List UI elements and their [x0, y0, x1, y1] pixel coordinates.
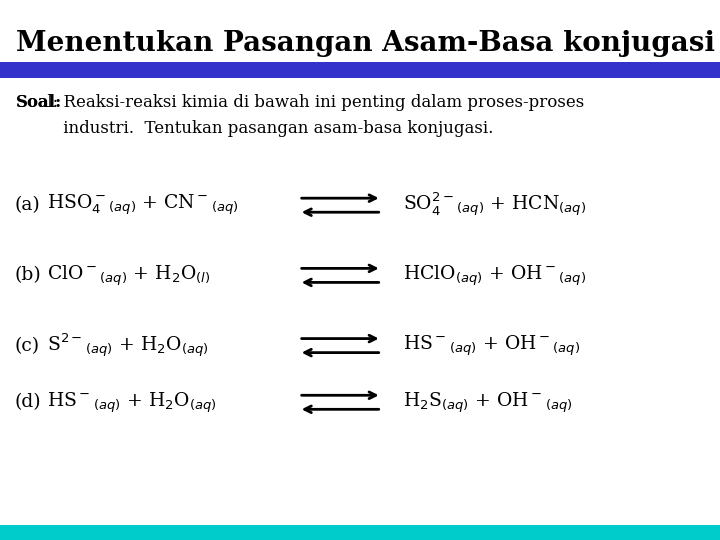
Text: HClO$_{(aq)}$ + OH$^-$$_{(aq)}$: HClO$_{(aq)}$ + OH$^-$$_{(aq)}$: [403, 263, 587, 288]
Text: HS$^-$$_{(aq)}$ + H$_2$O$_{(aq)}$: HS$^-$$_{(aq)}$ + H$_2$O$_{(aq)}$: [47, 390, 216, 415]
Text: HS$^-$$_{(aq)}$ + OH$^-$$_{(aq)}$: HS$^-$$_{(aq)}$ + OH$^-$$_{(aq)}$: [403, 333, 580, 358]
Text: ClO$^-$$_{(aq)}$ + H$_2$O$_{(l)}$: ClO$^-$$_{(aq)}$ + H$_2$O$_{(l)}$: [47, 263, 210, 288]
Text: Menentukan Pasangan Asam-Basa konjugasi: Menentukan Pasangan Asam-Basa konjugasi: [16, 30, 715, 57]
Bar: [0, 525, 720, 540]
Text: (c): (c): [14, 336, 40, 355]
Text: Soal:: Soal:: [16, 94, 62, 111]
Text: HSO$_4^-$$_{(aq)}$ + CN$^-$$_{(aq)}$: HSO$_4^-$$_{(aq)}$ + CN$^-$$_{(aq)}$: [47, 193, 238, 218]
Text: Soal: Reaksi-reaksi kimia di bawah ini penting dalam proses-proses: Soal: Reaksi-reaksi kimia di bawah ini p…: [16, 94, 584, 111]
Text: H$_2$S$_{(aq)}$ + OH$^-$$_{(aq)}$: H$_2$S$_{(aq)}$ + OH$^-$$_{(aq)}$: [403, 390, 572, 415]
Text: (a): (a): [14, 196, 40, 214]
Bar: [0, 62, 720, 78]
Text: SO$_4^{2-}$$_{(aq)}$ + HCN$_{(aq)}$: SO$_4^{2-}$$_{(aq)}$ + HCN$_{(aq)}$: [403, 191, 586, 219]
Text: S$^{2-}$$_{(aq)}$ + H$_2$O$_{(aq)}$: S$^{2-}$$_{(aq)}$ + H$_2$O$_{(aq)}$: [47, 332, 208, 360]
Text: (d): (d): [14, 393, 41, 411]
Text: industri.  Tentukan pasangan asam-basa konjugasi.: industri. Tentukan pasangan asam-basa ko…: [16, 120, 493, 137]
Text: (b): (b): [14, 266, 41, 285]
